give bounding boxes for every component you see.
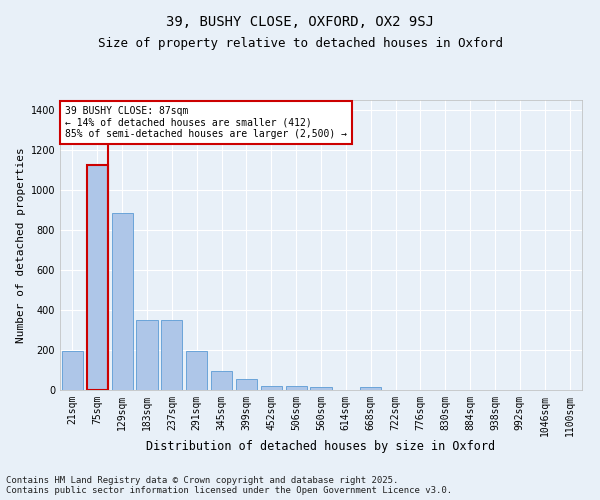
Bar	[236, 379, 257, 390]
Text: 39 BUSHY CLOSE: 87sqm
← 14% of detached houses are smaller (412)
85% of semi-det: 39 BUSHY CLOSE: 87sqm ← 14% of detached …	[65, 106, 347, 139]
Bar	[62, 351, 83, 390]
Text: 39, BUSHY CLOSE, OXFORD, OX2 9SJ: 39, BUSHY CLOSE, OXFORD, OX2 9SJ	[166, 15, 434, 29]
Bar	[310, 387, 332, 390]
Bar	[186, 351, 207, 390]
Text: Size of property relative to detached houses in Oxford: Size of property relative to detached ho…	[97, 38, 503, 51]
Bar	[286, 386, 307, 390]
Bar	[360, 387, 381, 390]
X-axis label: Distribution of detached houses by size in Oxford: Distribution of detached houses by size …	[146, 440, 496, 453]
Bar	[87, 165, 108, 390]
Y-axis label: Number of detached properties: Number of detached properties	[16, 147, 26, 343]
Bar	[211, 371, 232, 390]
Text: Contains HM Land Registry data © Crown copyright and database right 2025.
Contai: Contains HM Land Registry data © Crown c…	[6, 476, 452, 495]
Bar	[112, 213, 133, 390]
Bar	[136, 320, 158, 390]
Bar	[261, 386, 282, 390]
Bar	[161, 320, 182, 390]
